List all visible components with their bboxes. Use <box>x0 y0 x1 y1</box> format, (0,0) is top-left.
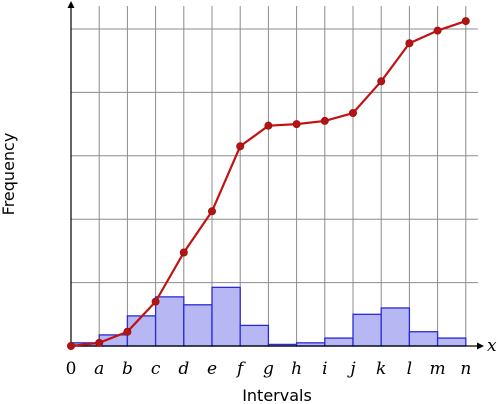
x-tick-label-origin: 0 <box>66 359 77 379</box>
cumulative-point <box>434 27 441 34</box>
x-tick-label: k <box>376 359 386 379</box>
x-tick-label: b <box>122 359 133 379</box>
x-tick-label: g <box>263 359 274 379</box>
bar-e <box>184 305 212 346</box>
y-axis-label: Frequency <box>0 133 18 216</box>
bar-k <box>353 314 381 346</box>
cumulative-point <box>265 122 272 129</box>
grid <box>71 6 478 346</box>
x-tick-label: m <box>430 359 446 379</box>
cumulative-point <box>180 249 187 256</box>
cumulative-point <box>293 121 300 128</box>
bar-g <box>240 325 268 346</box>
x-tick-label: d <box>178 359 189 379</box>
cumulative-point <box>321 117 328 124</box>
bar-c <box>127 316 155 346</box>
x-axis-label: Intervals <box>242 386 312 404</box>
bar-j <box>325 338 353 346</box>
cumulative-point <box>208 208 215 215</box>
x-tick-label: l <box>407 359 412 379</box>
cumulative-point <box>378 78 385 85</box>
x-tick-label: n <box>460 359 471 379</box>
cumulative-point <box>96 339 103 346</box>
axes <box>68 1 485 350</box>
cumulative-point <box>237 143 244 150</box>
x-tick-label: c <box>151 359 161 379</box>
bar-d <box>156 297 184 346</box>
bar-l <box>381 308 409 346</box>
bar-n <box>438 338 466 346</box>
bar-f <box>212 287 240 346</box>
x-axis-arrow <box>477 343 484 350</box>
cumulative-point <box>152 298 159 305</box>
x-tick-label: f <box>235 359 246 379</box>
cumulative-point <box>349 109 356 116</box>
bar-m <box>409 332 437 346</box>
cumulative-point <box>462 17 469 24</box>
cumulative-point <box>67 342 74 349</box>
x-tick-label: i <box>322 359 327 379</box>
x-axis-symbol: x <box>487 336 497 356</box>
x-tick-label: a <box>94 359 104 379</box>
y-axis-arrow <box>68 1 75 8</box>
x-tick-label: j <box>346 359 356 379</box>
x-tick-label: e <box>207 359 217 379</box>
x-tick-label: h <box>291 359 302 379</box>
cumulative-point <box>124 328 131 335</box>
cumulative-point <box>406 40 413 47</box>
